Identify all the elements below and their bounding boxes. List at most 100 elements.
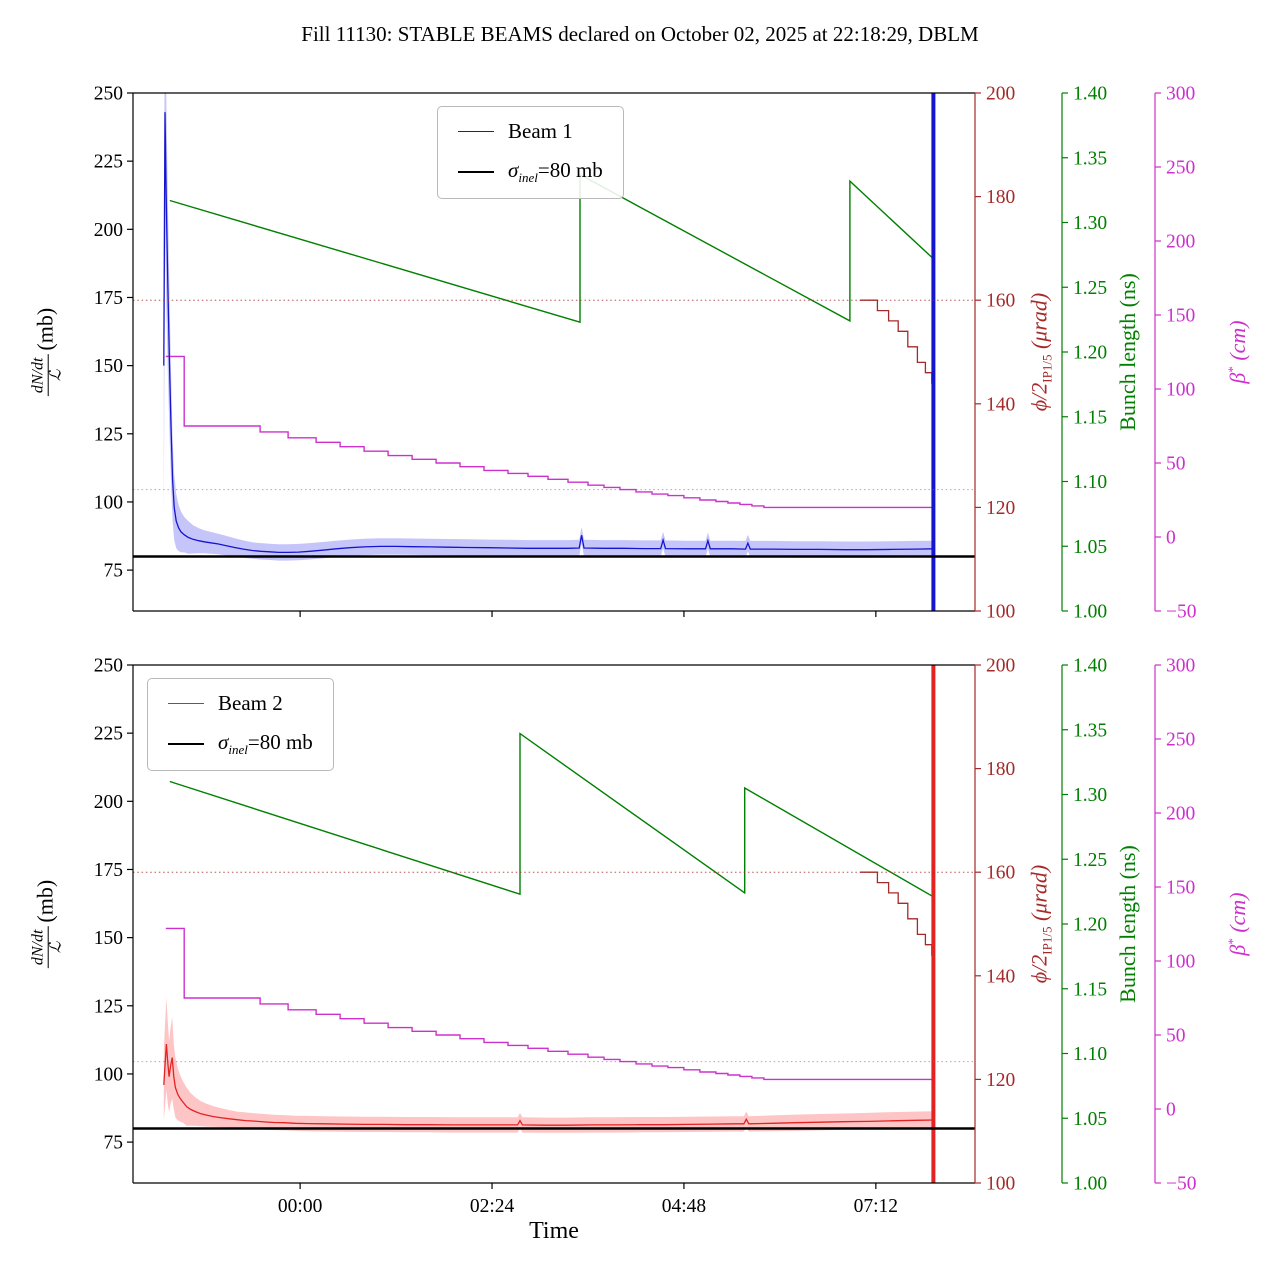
svg-text:04:48: 04:48 bbox=[662, 1196, 706, 1217]
svg-text:120: 120 bbox=[986, 498, 1015, 519]
svg-text:120: 120 bbox=[986, 1070, 1015, 1091]
legend-label-beam1: Beam 1 bbox=[508, 119, 573, 143]
y-axis-label-bunch-bottom: Bunch length (ns) bbox=[1115, 845, 1140, 1003]
bunch-length-line bbox=[169, 173, 934, 324]
sigma-line-sample bbox=[168, 743, 204, 746]
legend-item-sigma: σinel=80 mb bbox=[458, 160, 603, 184]
svg-text:100: 100 bbox=[1166, 952, 1195, 973]
rate-fraction: dN/dt ℒ bbox=[30, 354, 66, 397]
svg-text:160: 160 bbox=[986, 291, 1015, 312]
svg-text:0: 0 bbox=[1166, 1100, 1176, 1121]
svg-text:180: 180 bbox=[986, 187, 1015, 208]
svg-text:1.05: 1.05 bbox=[1073, 537, 1107, 558]
svg-text:150: 150 bbox=[1166, 306, 1195, 327]
svg-text:1.00: 1.00 bbox=[1073, 1174, 1107, 1195]
crossing-angle-line bbox=[859, 871, 934, 956]
svg-text:1.00: 1.00 bbox=[1073, 602, 1107, 623]
x-axis: 00:00 02:24 04:48 07:12 bbox=[278, 1183, 898, 1217]
svg-text:−50: −50 bbox=[1166, 1174, 1197, 1195]
legend-bottom: Beam 2 σinel=80 mb bbox=[147, 678, 334, 772]
beta-star-line bbox=[165, 355, 934, 509]
svg-text:200: 200 bbox=[986, 84, 1015, 105]
y-axis-label-beta-top: β* (cm) bbox=[1224, 320, 1251, 384]
legend-item-sigma: σinel=80 mb bbox=[168, 732, 313, 756]
svg-text:100: 100 bbox=[94, 492, 123, 513]
phi-axis: 100 120 140 160 180 200 bbox=[975, 656, 1015, 1195]
svg-text:100: 100 bbox=[986, 602, 1015, 623]
svg-text:02:24: 02:24 bbox=[470, 1196, 515, 1217]
svg-text:180: 180 bbox=[986, 759, 1015, 780]
svg-text:300: 300 bbox=[1166, 656, 1195, 677]
svg-text:140: 140 bbox=[986, 394, 1015, 415]
x-axis bbox=[299, 611, 877, 617]
beam2-uncertainty-band bbox=[163, 997, 934, 1133]
y-axis-label-bunch-top: Bunch length (ns) bbox=[1115, 273, 1140, 431]
y-axis-label-phi-bottom: ϕ/2IP1/5 (μrad) bbox=[1026, 864, 1055, 984]
svg-text:1.30: 1.30 bbox=[1073, 213, 1107, 234]
beam2-line-sample bbox=[168, 703, 204, 704]
left-axis: 75 100 125 150 175 200 225 250 bbox=[94, 656, 133, 1154]
svg-text:250: 250 bbox=[1166, 158, 1195, 179]
y-axis-label-beta-bottom: β* (cm) bbox=[1224, 892, 1251, 956]
svg-text:1.10: 1.10 bbox=[1073, 1044, 1107, 1065]
svg-text:175: 175 bbox=[94, 288, 123, 309]
beta-star-line bbox=[165, 927, 934, 1081]
y-axis-label-rate-top: dN/dt ℒ (mb) bbox=[30, 308, 66, 397]
left-axis: 75 100 125 150 175 200 225 250 bbox=[94, 84, 133, 582]
plot-area bbox=[163, 665, 936, 1183]
svg-text:300: 300 bbox=[1166, 84, 1195, 105]
beta-axis: −50 0 50 100 150 200 250 300 bbox=[1155, 84, 1197, 623]
svg-text:1.05: 1.05 bbox=[1073, 1109, 1107, 1130]
svg-text:100: 100 bbox=[94, 1064, 123, 1085]
svg-text:200: 200 bbox=[94, 792, 123, 813]
svg-text:250: 250 bbox=[94, 84, 123, 105]
svg-text:100: 100 bbox=[986, 1174, 1015, 1195]
svg-text:140: 140 bbox=[986, 966, 1015, 987]
svg-text:1.25: 1.25 bbox=[1073, 850, 1107, 871]
sigma-line-sample bbox=[458, 171, 494, 174]
y-axis-label-phi-top: ϕ/2IP1/5 (μrad) bbox=[1026, 292, 1055, 412]
legend-item-beam2: Beam 2 bbox=[168, 693, 313, 714]
beam1-line-sample bbox=[458, 131, 494, 132]
svg-text:200: 200 bbox=[1166, 232, 1195, 253]
x-axis-label: Time bbox=[529, 1218, 579, 1244]
svg-text:−50: −50 bbox=[1166, 602, 1197, 623]
svg-text:150: 150 bbox=[94, 928, 123, 949]
beta-axis: −50 0 50 100 150 200 250 300 bbox=[1155, 656, 1197, 1195]
rate-fraction: dN/dt ℒ bbox=[30, 926, 66, 969]
svg-text:1.10: 1.10 bbox=[1073, 472, 1107, 493]
svg-text:250: 250 bbox=[1166, 730, 1195, 751]
svg-text:225: 225 bbox=[94, 152, 123, 173]
legend-label-beam2: Beam 2 bbox=[218, 691, 283, 715]
svg-text:0: 0 bbox=[1166, 528, 1176, 549]
svg-text:07:12: 07:12 bbox=[854, 1196, 898, 1217]
svg-text:125: 125 bbox=[94, 424, 123, 445]
legend-label-sigma: σinel=80 mb bbox=[218, 730, 313, 758]
svg-text:1.40: 1.40 bbox=[1073, 656, 1107, 677]
bunch-length-line bbox=[169, 732, 934, 898]
svg-text:100: 100 bbox=[1166, 380, 1195, 401]
svg-text:1.35: 1.35 bbox=[1073, 720, 1107, 741]
svg-text:1.15: 1.15 bbox=[1073, 407, 1107, 428]
svg-text:225: 225 bbox=[94, 724, 123, 745]
svg-text:150: 150 bbox=[1166, 878, 1195, 899]
svg-text:250: 250 bbox=[94, 656, 123, 677]
plot-area bbox=[163, 93, 936, 611]
svg-text:200: 200 bbox=[1166, 804, 1195, 825]
svg-text:1.20: 1.20 bbox=[1073, 915, 1107, 936]
legend-top: Beam 1 σinel=80 mb bbox=[437, 106, 624, 200]
legend-label-sigma: σinel=80 mb bbox=[508, 158, 603, 186]
bunch-axis: 1.00 1.05 1.10 1.15 1.20 1.25 1.30 1.35 1.40 bbox=[1062, 656, 1107, 1195]
svg-text:1.30: 1.30 bbox=[1073, 785, 1107, 806]
figure-title: Fill 11130: STABLE BEAMS declared on Oct… bbox=[301, 22, 979, 46]
svg-text:1.25: 1.25 bbox=[1073, 278, 1107, 299]
svg-text:1.15: 1.15 bbox=[1073, 979, 1107, 1000]
subplot-2: 75 100 125 150 175 200 225 250 100 120 140 160 180 20… bbox=[94, 656, 1197, 1218]
svg-text:175: 175 bbox=[94, 860, 123, 881]
beam1-line bbox=[163, 112, 934, 554]
svg-text:150: 150 bbox=[94, 356, 123, 377]
svg-text:1.35: 1.35 bbox=[1073, 148, 1107, 169]
svg-text:75: 75 bbox=[104, 1133, 124, 1154]
